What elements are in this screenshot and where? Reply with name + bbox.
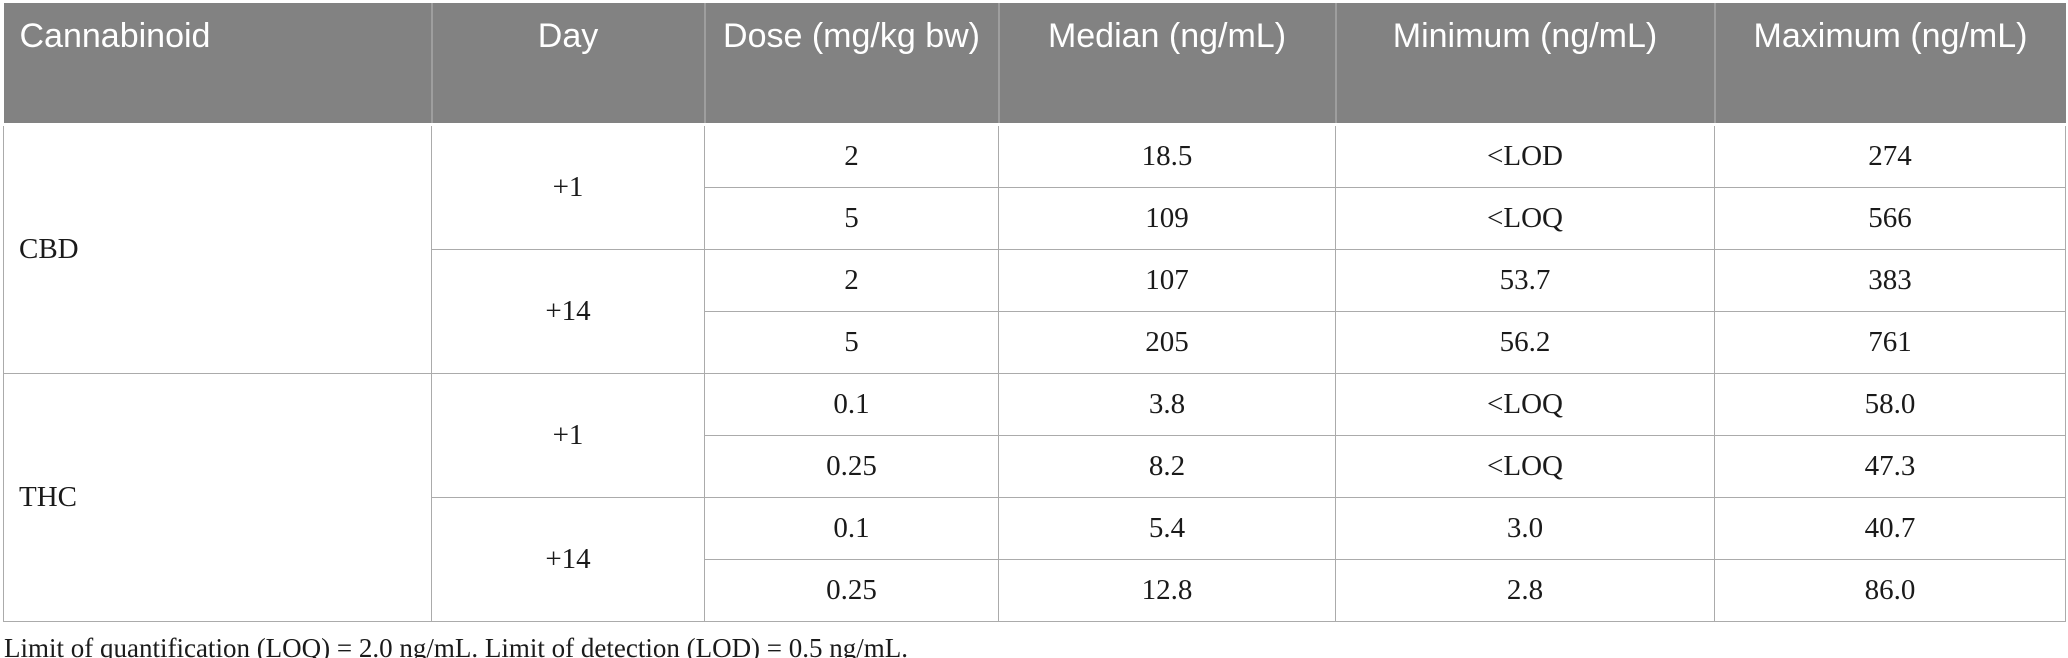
cannabinoid-group-cbd: CBD xyxy=(3,124,432,374)
minimum-cell: 2.8 xyxy=(1335,559,1715,622)
dose-cell: 2 xyxy=(704,124,999,188)
table-row: 5 109 <LOQ 566 xyxy=(4,187,2066,250)
column-header-minimum: Minimum (ng/mL) xyxy=(1334,3,1715,126)
median-cell: 107 xyxy=(998,249,1336,312)
column-header-median: Median (ng/mL) xyxy=(997,3,1336,126)
maximum-cell: 40.7 xyxy=(1714,497,2066,560)
minimum-cell: <LOQ xyxy=(1335,187,1715,250)
maximum-cell: 761 xyxy=(1714,311,2066,374)
table-row: THC +1 0.1 3.8 <LOQ 58.0 xyxy=(3,373,2066,622)
maximum-cell: 86.0 xyxy=(1714,559,2066,622)
maximum-cell: 58.0 xyxy=(1714,373,2066,436)
column-header-cannabinoid: Cannabinoid xyxy=(3,3,432,126)
day-cell: +1 xyxy=(431,373,705,498)
minimum-cell: 56.2 xyxy=(1335,311,1715,374)
table-row: +14 2 107 53.7 383 xyxy=(4,249,2066,374)
table-row: CBD +1 2 18.5 <LOD 274 xyxy=(3,124,2066,374)
table-row: 0.25 12.8 2.8 86.0 xyxy=(4,559,2066,622)
column-header-day: Day xyxy=(430,3,705,126)
minimum-cell: <LOQ xyxy=(1335,373,1715,436)
day-cell: +14 xyxy=(431,249,705,374)
minimum-cell: 53.7 xyxy=(1335,249,1715,312)
column-header-maximum: Maximum (ng/mL) xyxy=(1713,3,2066,126)
median-cell: 205 xyxy=(998,311,1336,374)
dose-cell: 2 xyxy=(704,249,999,312)
maximum-cell: 47.3 xyxy=(1714,435,2066,498)
maximum-cell: 566 xyxy=(1714,187,2066,250)
median-cell: 5.4 xyxy=(998,497,1336,560)
table-row: +14 0.1 5.4 3.0 40.7 xyxy=(4,497,2066,622)
minimum-cell: <LOQ xyxy=(1335,435,1715,498)
dose-cell: 5 xyxy=(704,187,999,250)
cannabinoid-group-thc: THC xyxy=(3,373,432,622)
dose-cell: 0.1 xyxy=(704,497,999,560)
median-cell: 12.8 xyxy=(998,559,1336,622)
dose-cell: 5 xyxy=(704,311,999,374)
table-header-row: Cannabinoid Day Dose (mg/kg bw) Median (… xyxy=(3,3,2066,126)
table-footnote: Limit of quantification (LOQ) = 2.0 ng/m… xyxy=(4,633,909,658)
median-cell: 18.5 xyxy=(998,124,1336,188)
dose-cell: 0.25 xyxy=(704,435,999,498)
median-cell: 3.8 xyxy=(998,373,1336,436)
maximum-cell: 383 xyxy=(1714,249,2066,312)
day-cell: +1 xyxy=(431,124,705,250)
table-row: 0.25 8.2 <LOQ 47.3 xyxy=(4,435,2066,498)
median-cell: 109 xyxy=(998,187,1336,250)
dose-cell: 0.25 xyxy=(704,559,999,622)
dose-cell: 0.1 xyxy=(704,373,999,436)
column-header-dose: Dose (mg/kg bw) xyxy=(703,3,999,126)
maximum-cell: 274 xyxy=(1714,124,2066,188)
median-cell: 8.2 xyxy=(998,435,1336,498)
day-cell: +14 xyxy=(431,497,705,622)
minimum-cell: 3.0 xyxy=(1335,497,1715,560)
cannabinoid-concentration-table: Cannabinoid Day Dose (mg/kg bw) Median (… xyxy=(3,3,2066,622)
minimum-cell: <LOD xyxy=(1335,124,1715,188)
